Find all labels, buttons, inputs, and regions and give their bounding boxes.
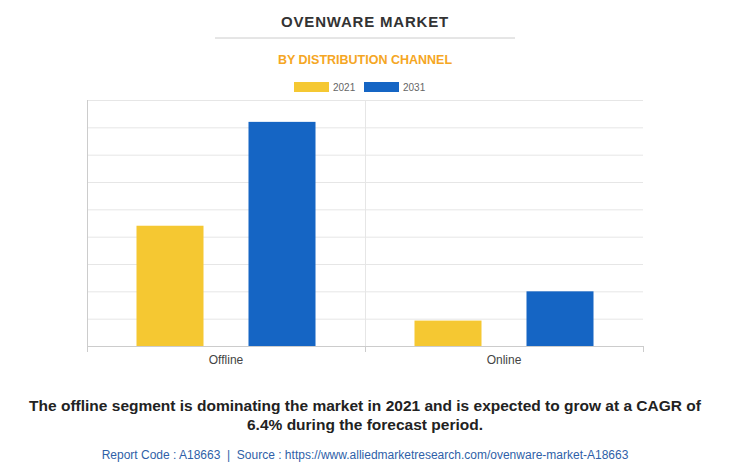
x-axis bbox=[87, 346, 643, 347]
bar bbox=[137, 226, 204, 346]
subtitle: BY DISTRIBUTION CHANNEL bbox=[278, 53, 452, 67]
caption: The offline segment is dominating the ma… bbox=[15, 396, 715, 434]
legend-swatch bbox=[294, 82, 329, 92]
category-divider bbox=[365, 100, 366, 346]
legend-label: 2021 bbox=[333, 82, 356, 93]
title: OVENWARE MARKET bbox=[281, 13, 449, 30]
bars bbox=[137, 122, 594, 346]
bar bbox=[527, 291, 594, 346]
title-rule bbox=[215, 38, 515, 39]
legend-label: 2031 bbox=[403, 82, 426, 93]
legend-swatch bbox=[364, 82, 399, 92]
y-axis bbox=[87, 100, 88, 346]
footer: Report Code : A18663 | Source : https://… bbox=[102, 448, 629, 462]
x-tick-label: Offline bbox=[209, 353, 244, 367]
bar bbox=[415, 321, 482, 346]
grid-line bbox=[87, 346, 643, 347]
x-tick bbox=[643, 346, 644, 352]
page: {"chart_data": {"type": "bar", "title": … bbox=[0, 0, 730, 473]
x-tick-label: Online bbox=[487, 353, 522, 367]
bar bbox=[249, 122, 316, 346]
